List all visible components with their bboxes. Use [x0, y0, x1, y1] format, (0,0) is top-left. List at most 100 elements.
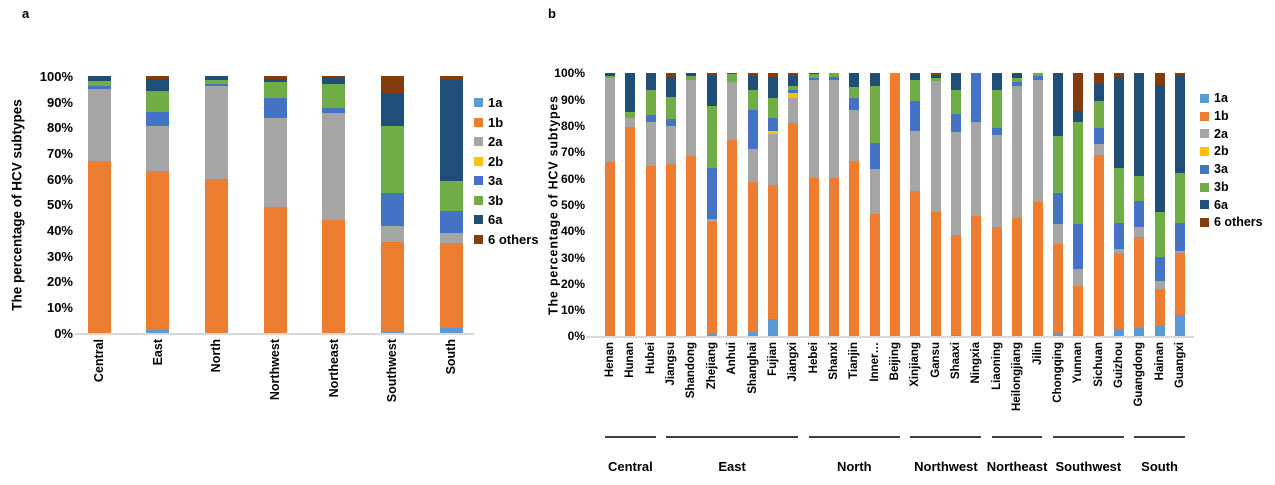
x-category-label: Inner…: [868, 342, 881, 382]
bar-segment: [605, 75, 615, 79]
bar-segment: [146, 76, 170, 79]
bar-segment: [1134, 237, 1145, 329]
y-tick-label: 30%: [560, 250, 585, 265]
bar-segment: [869, 74, 880, 87]
legend-label: 3a: [488, 173, 503, 188]
bar-segment: [808, 78, 819, 80]
bar-segment: [951, 73, 962, 75]
bar-segment: [1134, 175, 1145, 201]
x-category-label: Zhejiang: [705, 342, 718, 390]
bar-segment: [1175, 222, 1185, 251]
bar-segment: [828, 178, 839, 336]
legend-label: 3a: [1214, 162, 1228, 176]
bar-segment: [1073, 121, 1084, 225]
bar-segment: [910, 100, 921, 131]
bar-Guizhou: [1113, 73, 1124, 336]
bar-segment: [1093, 100, 1104, 129]
legend-swatch: [1200, 129, 1209, 139]
legend-item-3b: 3b: [1200, 181, 1229, 194]
bar-Hubei: [645, 73, 656, 336]
bar-segment: [1012, 74, 1023, 79]
region-group-label: Northwest: [914, 459, 978, 474]
bar-segment: [87, 86, 111, 89]
bar-segment: [767, 318, 778, 336]
legend-item-6-others: 6 others: [474, 233, 539, 246]
bar-segment: [869, 142, 880, 169]
legend-item-2a: 2a: [474, 135, 502, 148]
legend-label: 1a: [1214, 91, 1228, 105]
bar-segment: [322, 83, 346, 109]
bar-segment: [1073, 286, 1084, 335]
legend-label: 1a: [488, 95, 503, 110]
bar-segment: [1012, 82, 1023, 87]
bar-segment: [87, 76, 111, 82]
region-group-line: [605, 436, 656, 438]
region-group-label: East: [718, 459, 746, 474]
bar-segment: [951, 74, 962, 91]
bar-segment: [1113, 253, 1124, 330]
y-tick-label: 40%: [46, 223, 73, 239]
bar-segment: [666, 76, 677, 97]
bar-segment: [1073, 73, 1084, 112]
bar-segment: [1093, 83, 1104, 101]
bar-segment: [828, 73, 839, 77]
x-category-label: Hubei: [644, 342, 657, 374]
bar-segment: [1052, 243, 1063, 334]
y-tick-label: 20%: [46, 274, 73, 290]
bar-segment: [788, 90, 799, 93]
y-tick-label: 90%: [560, 92, 585, 107]
bar-segment: [322, 113, 346, 220]
legend-swatch: [1200, 182, 1209, 192]
x-category-label: Fujian: [766, 342, 779, 376]
x-category-label: Shandong: [685, 342, 698, 399]
y-tick-label: 40%: [560, 224, 585, 239]
bar-segment: [645, 115, 656, 122]
bar-segment: [439, 327, 463, 333]
bar-segment: [1012, 217, 1023, 336]
bar-segment: [87, 160, 111, 333]
bar-Chongqing: [1052, 73, 1063, 336]
bar-segment: [666, 119, 677, 126]
bar-segment: [951, 113, 962, 133]
legend-item-6-others: 6 others: [1200, 216, 1263, 229]
bar-segment: [322, 77, 346, 84]
bar-segment: [808, 74, 819, 79]
bar-segment: [1134, 73, 1145, 176]
bar-Hunan: [625, 73, 636, 336]
bar-segment: [767, 98, 778, 118]
x-category-label: Shanxi: [827, 342, 840, 380]
bar-segment: [146, 112, 170, 127]
legend-swatch: [474, 234, 483, 244]
bar-segment: [788, 75, 799, 87]
bar-segment: [1012, 78, 1023, 83]
bar-Jiangxi: [788, 73, 799, 336]
bar-segment: [747, 149, 758, 183]
bar-segment: [439, 181, 463, 211]
bar-Tianjin: [849, 73, 860, 336]
bar-segment: [869, 169, 880, 214]
bar-segment: [1032, 79, 1043, 202]
bar-Hainan: [1154, 73, 1165, 336]
bar-Ningxia: [971, 73, 982, 336]
bar-segment: [146, 330, 170, 333]
bar-segment: [991, 226, 1002, 336]
bar-Central: [87, 76, 111, 333]
legend-label: 6 others: [1214, 215, 1263, 230]
bar-segment: [706, 167, 717, 219]
bar-segment: [788, 86, 799, 91]
bar-segment: [1134, 328, 1145, 336]
y-tick-label: 30%: [46, 248, 73, 264]
legend-label: 2a: [1214, 126, 1228, 141]
legend-swatch: [474, 98, 483, 107]
bar-segment: [991, 90, 1002, 129]
x-category-label: Ningxia: [970, 342, 983, 384]
bar-segment: [930, 212, 941, 336]
x-category-label: Jiangxi: [787, 342, 800, 382]
bar-segment: [666, 73, 677, 77]
bar-segment: [991, 128, 1002, 135]
bar-segment: [204, 83, 228, 87]
bar-segment: [869, 73, 880, 75]
bar-segment: [971, 73, 982, 122]
